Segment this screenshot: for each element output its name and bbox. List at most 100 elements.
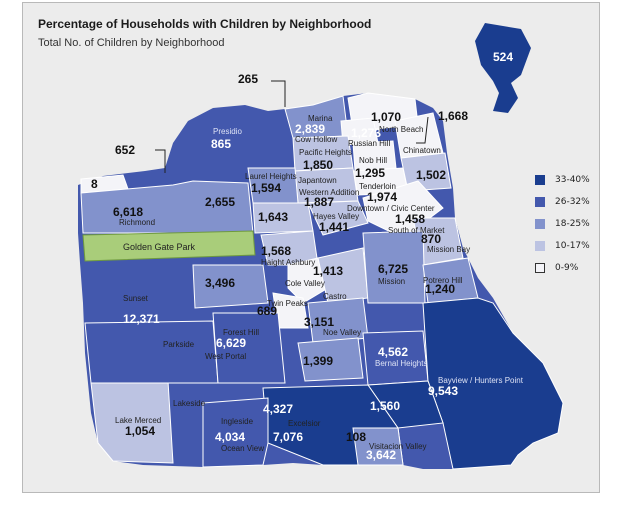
label-mission: Mission (378, 277, 405, 286)
count-inner-richmond: 2,655 (205, 195, 235, 209)
label-japantown: Japantown (298, 176, 337, 185)
legend-swatch (535, 263, 545, 273)
label-north-beach: North Beach (379, 125, 423, 134)
count-visitacion: 3,642 (366, 448, 396, 462)
count-tenderloin: 1,974 (367, 190, 397, 204)
legend-item: 18-25% (535, 213, 590, 235)
label-noe-valley: Noe Valley (323, 328, 361, 337)
map-frame: Percentage of Households with Children b… (22, 2, 600, 493)
count-haight: 1,568 (261, 244, 291, 258)
count-nob-hill: 1,295 (355, 166, 385, 180)
label-nob-hill: Nob Hill (359, 156, 387, 165)
legend-item: 33-40% (535, 169, 590, 191)
count-bayview: 9,543 (428, 384, 458, 398)
region-visitacion (352, 427, 404, 466)
label-ocean-view: Ocean View (221, 444, 264, 453)
region-west-portal (212, 312, 286, 384)
label-russian-hill: Russian Hill (348, 139, 390, 148)
count-west-of-twin-peaks: 6,629 (216, 336, 246, 350)
legend-item: 26-32% (535, 191, 590, 213)
count-north-beach: 1,070 (371, 110, 401, 124)
label-western-addition: Western Addition (299, 188, 359, 197)
count-outer-richmond: 6,618 (113, 205, 143, 219)
count-soma: 1,458 (395, 212, 425, 226)
label-parkside: Parkside (163, 340, 195, 349)
legend-item: 10-17% (535, 235, 590, 257)
count-hayes-valley: 1,441 (319, 220, 349, 234)
legend-swatch (535, 219, 545, 229)
count-marina: 2,839 (295, 122, 325, 136)
legend-label: 26-32% (555, 197, 590, 207)
count-presidio-callout: 652 (115, 143, 135, 157)
label-laurel-heights: Laurel Heights (245, 172, 297, 181)
label-presidio: Presidio (213, 127, 242, 136)
golden-gate-park (82, 230, 256, 262)
count-potrero: 1,240 (425, 282, 455, 296)
map-subtitle: Total No. of Children by Neighborhood (38, 37, 225, 49)
count-laurel-heights: 1,594 (251, 181, 281, 195)
count-mission-bay: 870 (421, 232, 441, 246)
label-marina: Marina (308, 114, 333, 123)
region-hayes-valley (307, 200, 369, 236)
region-bayview (422, 297, 564, 470)
label-potrero-hill: Potrero Hill (423, 276, 463, 285)
label-lakeside: Lakeside (173, 399, 206, 408)
count-chinatown: 1,502 (416, 168, 446, 182)
count-marina-callout: 265 (238, 72, 258, 86)
count-pacific-heights: 1,850 (303, 158, 333, 172)
label-hayes-valley: Hayes Valley (313, 212, 359, 221)
region-richmond (80, 180, 254, 234)
count-portola: 1,560 (370, 399, 400, 413)
map-title: Percentage of Households with Children b… (38, 17, 372, 31)
legend-swatch (535, 175, 545, 185)
label-bernal-heights: Bernal Heights (375, 359, 427, 368)
label-visitacion-valley: Visitacion Valley (369, 442, 427, 451)
label-tenderloin: Tenderloin (359, 182, 396, 191)
count-lake-merced: 1,054 (125, 424, 155, 438)
count-western-addition: 1,887 (304, 195, 334, 209)
count-russian-hill: 1,273 (351, 126, 381, 140)
region-inner-sunset (192, 264, 269, 309)
label-pacific-heights: Pacific Heights (299, 148, 352, 157)
label-chinatown: Chinatown (403, 146, 441, 155)
count-inner-sunset: 3,496 (205, 276, 235, 290)
label-castro: Castro (323, 292, 347, 301)
label-south-of-market: South of Market (388, 226, 445, 235)
callout-line-northeast (416, 116, 429, 144)
legend-swatch (535, 197, 545, 207)
treasure-island (475, 23, 531, 113)
count-sunset: 12,371 (123, 312, 160, 326)
label-ingleside: Ingleside (221, 417, 254, 426)
legend-label: 0-9% (555, 263, 579, 273)
legend-swatch (535, 241, 545, 251)
label-cole-valley: Cole Valley (285, 279, 325, 288)
count-oceanview: 4,034 (215, 430, 245, 444)
region-oceanview (202, 397, 269, 468)
region-glen-park (297, 337, 364, 382)
label-excelsior: Excelsior (288, 419, 321, 428)
label-downtown: Downtown / Civic Center (347, 204, 435, 213)
label-cow-hollow: Cow Hollow (295, 135, 337, 144)
label-richmond: Richmond (119, 218, 155, 227)
label-bayview: Bayview / Hunters Point (438, 376, 524, 385)
legend-item: 0-9% (535, 257, 590, 279)
legend-label: 10-17% (555, 241, 590, 251)
count-presidio: 865 (211, 137, 231, 151)
label-west-portal: West Portal (205, 352, 246, 361)
label-forest-hill: Forest Hill (223, 328, 259, 337)
region-cole-valley (287, 257, 329, 304)
label-mission-bay: Mission Bay (427, 245, 470, 254)
count-excelsior: 7,076 (273, 430, 303, 444)
count-cole-valley: 1,413 (313, 264, 343, 278)
legend-label: 18-25% (555, 219, 590, 229)
label-lake-merced: Lake Merced (115, 416, 161, 425)
label-haight-ashbury: Haight Ashbury (261, 258, 315, 267)
count-bernal: 4,562 (378, 345, 408, 359)
count-noe-valley: 3,151 (304, 315, 334, 329)
count-inner-richmond-south: 1,643 (258, 210, 288, 224)
count-treasure-island: 524 (493, 50, 513, 64)
callout-line-marina (271, 80, 286, 107)
region-marina (284, 95, 349, 139)
count-mission: 6,725 (378, 262, 408, 276)
count-glen-park: 1,399 (303, 354, 333, 368)
